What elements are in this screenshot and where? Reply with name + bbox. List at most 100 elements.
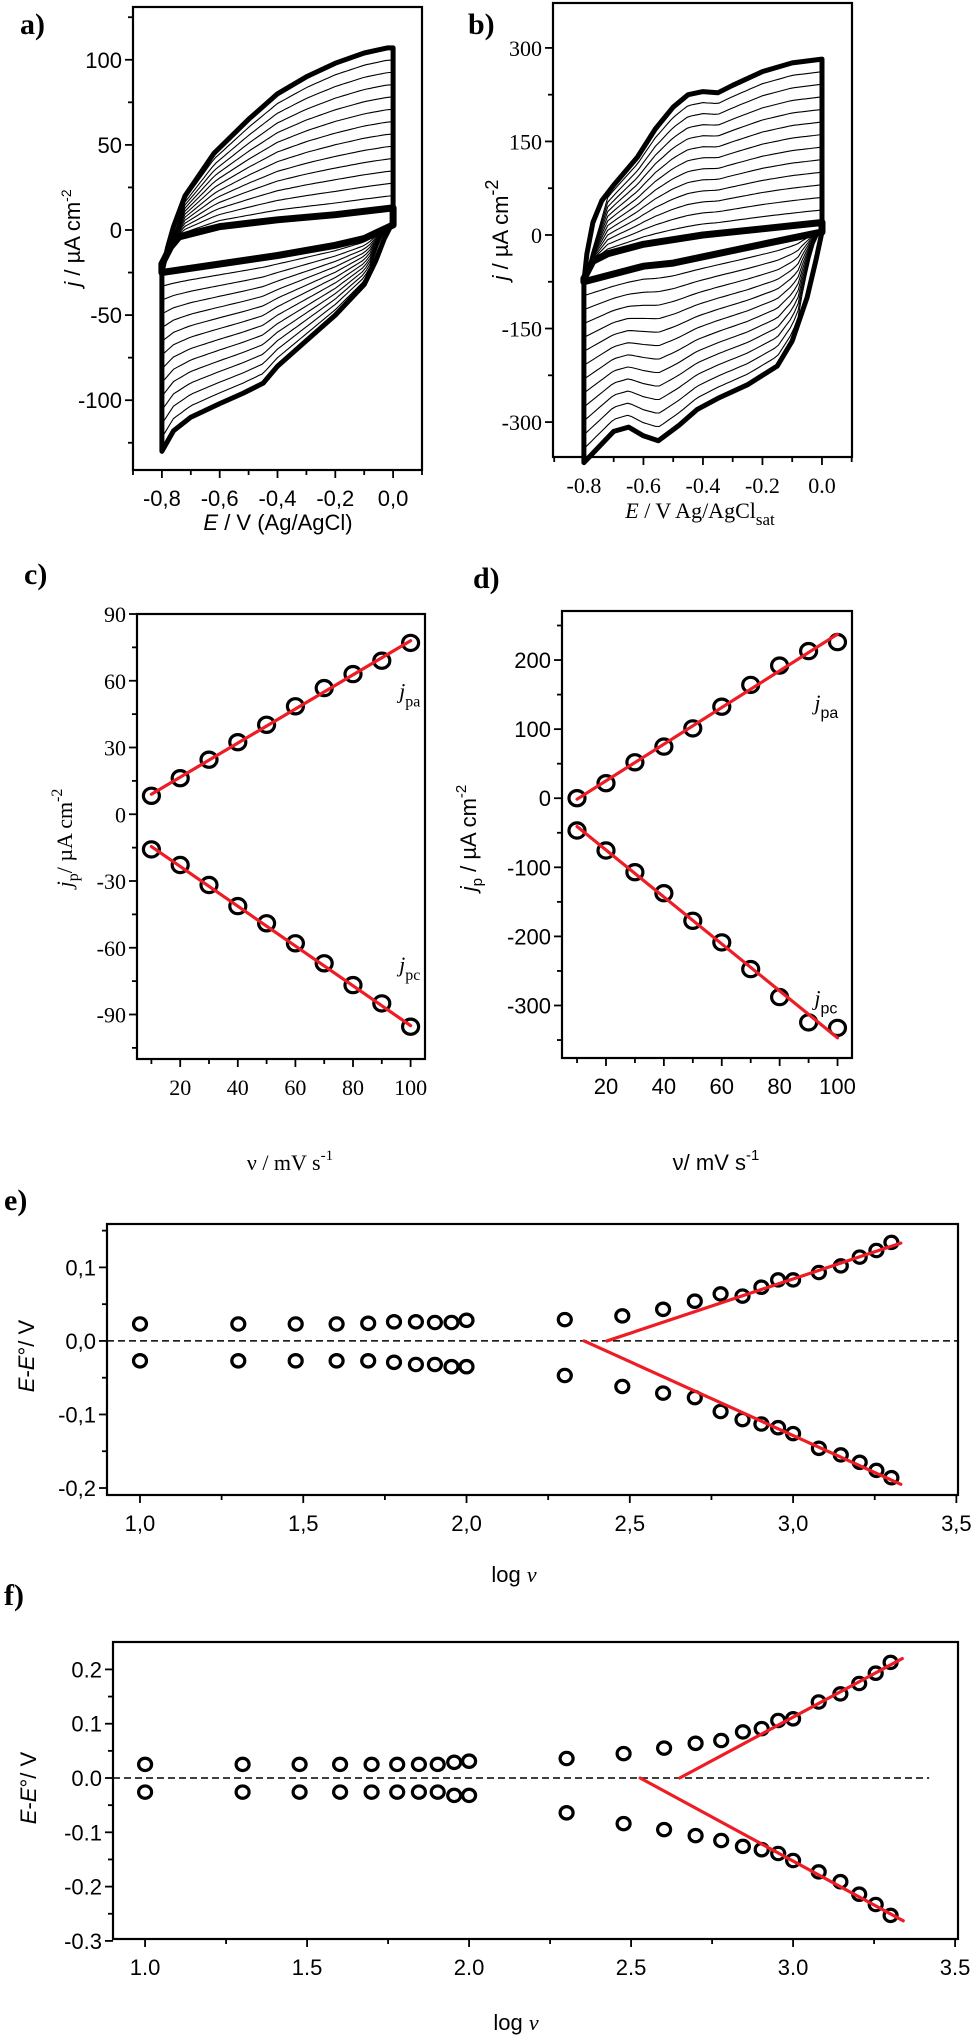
cv-intermediate-cathodic — [161, 224, 394, 411]
data-point-cathodic — [287, 1353, 304, 1369]
data-point-jpa — [401, 633, 421, 653]
data-point-anodic — [614, 1308, 631, 1324]
data-point-cathodic — [458, 1358, 475, 1375]
data-point-jpc — [712, 933, 732, 952]
data-point-cathodic — [784, 1852, 802, 1869]
panel-label-e: e) — [4, 1184, 27, 1217]
data-point-anodic — [443, 1314, 460, 1331]
cv-intermediate-cathodic — [583, 231, 823, 297]
plot-d-ylabel: jp / µA cm-2 — [453, 785, 486, 895]
x-tick-label: 100 — [394, 1075, 427, 1100]
cv-intermediate-cathodic — [161, 224, 394, 328]
data-point-anodic — [734, 1724, 752, 1740]
fit-line-jpa-fit — [575, 632, 840, 801]
data-point-anodic — [556, 1311, 573, 1328]
y-tick-label: 0 — [110, 218, 122, 243]
y-tick-label: -90 — [97, 1003, 126, 1028]
y-tick-label: 0 — [539, 786, 551, 811]
cv-intermediate-anodic — [161, 71, 394, 265]
data-point-cathodic — [230, 1353, 247, 1369]
x-tick-label: 0.0 — [808, 473, 836, 498]
data-point-anodic — [558, 1750, 575, 1767]
x-tick-label: 60 — [710, 1074, 734, 1099]
y-tick-label: 150 — [509, 129, 542, 154]
x-tick-label: -0.2 — [745, 473, 780, 498]
data-point-cathodic — [810, 1440, 828, 1457]
data-point-cathodic — [137, 1784, 154, 1800]
data-point-jpc — [228, 896, 248, 916]
cv-intermediate-cathodic — [583, 231, 823, 366]
annotation-jpc: jpc — [396, 952, 420, 984]
cv-intermediate-cathodic — [583, 231, 823, 436]
x-tick-label: 3.5 — [940, 1955, 971, 1980]
cv-intermediate-cathodic — [161, 224, 394, 370]
fit-line-cathodic-fit — [638, 1776, 905, 1923]
data-point-cathodic — [426, 1356, 443, 1373]
plot-d-frame — [560, 609, 854, 1060]
y-tick-label: 60 — [104, 669, 126, 694]
data-point-jpc — [343, 975, 363, 995]
y-tick-label: -30 — [97, 869, 126, 894]
plot-b-xlabel: E / V Ag/AgClsat — [624, 498, 775, 529]
data-point-jpa — [257, 715, 277, 735]
data-point-jpa — [596, 774, 616, 793]
panel-label-f: f) — [4, 1579, 24, 1612]
cv-intermediate-anodic — [583, 171, 823, 279]
data-point-jpa — [228, 733, 248, 752]
data-point-anodic — [332, 1756, 349, 1773]
y-tick-label: -300 — [502, 410, 542, 435]
y-tick-label: -100 — [78, 388, 122, 413]
cv-intermediate-cathodic — [583, 231, 823, 311]
y-tick-label: 0,0 — [65, 1329, 96, 1354]
cv-intermediate-anodic — [583, 108, 823, 279]
y-tick-label: 300 — [509, 36, 542, 61]
data-point-cathodic — [410, 1784, 427, 1800]
y-tick-label: 0.0 — [71, 1766, 102, 1791]
plot-c-frame — [135, 612, 427, 1061]
data-point-anodic — [615, 1745, 632, 1762]
plot-f-ylabel: E-E°/ V — [16, 1751, 41, 1824]
data-point-jpa — [625, 753, 645, 772]
y-tick-label: 200 — [514, 648, 551, 673]
data-point-cathodic — [655, 1821, 673, 1838]
x-tick-label: 2,5 — [615, 1511, 646, 1536]
x-tick-label: 1,5 — [288, 1511, 319, 1536]
cv-intermediate-cathodic — [583, 231, 823, 422]
x-tick-label: 40 — [652, 1074, 676, 1099]
fit-line-jpc-fit — [149, 844, 413, 1028]
data-point-jpa — [343, 664, 363, 684]
plot-b-cv-scan-rates: -0.8 -0.6 -0.4 -0.2 0.0 300 150 0 -150 -300 — [502, 1, 854, 498]
plot-a-cv-scan-rates: -0,8 -0,6 -0,4 -0,2 0,0 100 50 0 -50 -100 — [78, 5, 424, 511]
plot-b-ylabel: j / µA cm-2 — [482, 180, 513, 284]
cv-intermediate-anodic — [583, 196, 823, 279]
data-point-cathodic — [769, 1419, 787, 1436]
data-point-anodic — [230, 1316, 247, 1332]
y-tick-label: -50 — [90, 303, 122, 328]
fit-line-cathodic-fit — [582, 1339, 903, 1486]
x-tick-label: -0,2 — [316, 486, 354, 511]
fit-line-jpa-fit — [149, 639, 413, 796]
data-point-cathodic — [734, 1838, 752, 1855]
data-point-anodic — [429, 1756, 446, 1773]
cv-intermediate-cathodic — [161, 224, 394, 301]
data-point-jpa — [199, 750, 219, 769]
cv-intermediate-anodic — [583, 121, 823, 279]
x-tick-label: -0.8 — [567, 473, 602, 498]
annotation-jpa: jpa — [811, 690, 838, 722]
data-point-anodic — [137, 1756, 154, 1773]
data-point-jpc — [372, 994, 392, 1013]
cv-intermediate-anodic — [583, 159, 823, 279]
data-point-anodic — [784, 1711, 802, 1727]
cv-intermediate-cathodic — [583, 231, 823, 325]
cv-intermediate-anodic — [161, 59, 394, 265]
plot-b-frame — [551, 1, 854, 459]
x-tick-label: 80 — [767, 1074, 791, 1099]
data-point-anodic — [426, 1314, 443, 1331]
data-point-cathodic — [407, 1356, 424, 1373]
data-point-anodic — [363, 1756, 380, 1773]
annotation-jpa: jpa — [396, 679, 420, 711]
data-point-cathodic — [556, 1367, 573, 1384]
data-point-anodic — [713, 1732, 730, 1749]
data-point-anodic — [734, 1288, 751, 1304]
data-point-cathodic — [654, 1385, 672, 1401]
